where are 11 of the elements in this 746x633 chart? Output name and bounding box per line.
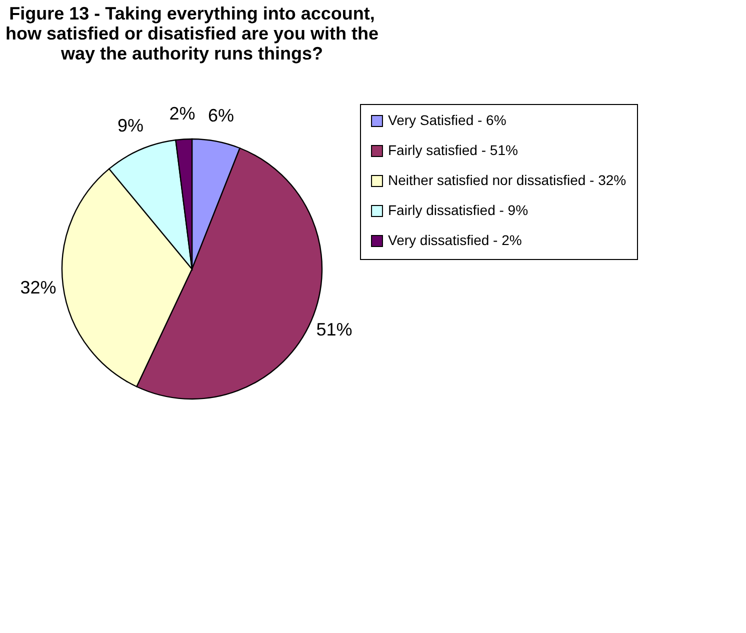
data-label: 51% <box>316 320 352 340</box>
chart-title: Figure 13 - Taking everything into account, how satisfied or disatisfied are you with the way the authority runs things? <box>5 4 379 64</box>
legend-label: Neither satisfied nor dissatisfied - 32% <box>388 172 626 188</box>
legend-label: Fairly satisfied - 51% <box>388 142 518 158</box>
data-label: 9% <box>117 116 144 136</box>
data-label: 32% <box>20 277 56 298</box>
legend-label: Very Satisfied - 6% <box>388 112 506 128</box>
data-label: 2% <box>169 103 196 124</box>
legend-label: Fairly dissatisfied - 9% <box>388 202 528 218</box>
legend-label: Very dissatisfied - 2% <box>388 232 522 248</box>
data-label: 6% <box>208 106 234 126</box>
